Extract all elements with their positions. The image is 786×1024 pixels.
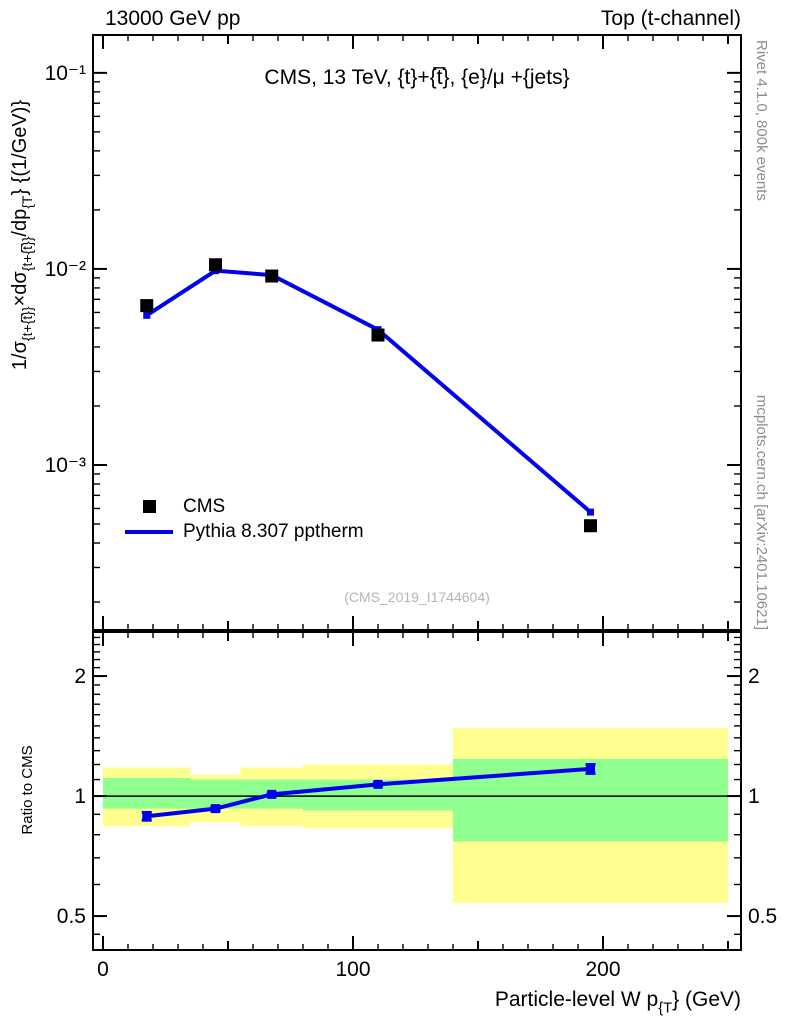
legend: CMS Pythia 8.307 pptherm	[121, 494, 364, 544]
y-axis-label: 1/σ{t+{t̅}}×dσ{t+{t̅}}/dp{T} {(1/GeV)}	[9, 100, 35, 371]
ratio-line	[141, 763, 596, 822]
x-tick-label: 200	[585, 958, 620, 981]
ratio-tick-label-left: 2	[74, 665, 86, 688]
black-square-icon	[142, 500, 156, 513]
ratio-tick-label-right: 2	[748, 665, 760, 688]
legend-entry-pythia: Pythia 8.307 pptherm	[121, 519, 364, 544]
beam-energy-label: 13000 GeV pp	[105, 7, 241, 30]
legend-marker-cms	[121, 500, 177, 513]
ratio-tick-label-left: 1	[74, 785, 86, 808]
legend-label-cms: CMS	[183, 495, 226, 517]
analysis-id-watermark: (CMS_2019_I1744604)	[344, 589, 490, 605]
rivet-version-note: Rivet 4.1.0, 800k events	[753, 40, 770, 201]
pythia-line-main	[143, 267, 594, 516]
legend-label-pythia: Pythia 8.307 pptherm	[183, 520, 364, 542]
plot-title: CMS, 13 TeV, {t}+{t̅}, {e}/μ +{jets}	[264, 66, 570, 89]
legend-entry-cms: CMS	[121, 494, 364, 519]
side-notes: Rivet 4.1.0, 800k events mcplots.cern.ch …	[753, 40, 770, 630]
x-tick-label: 100	[335, 958, 370, 981]
pane-frames	[92, 34, 742, 951]
x-tick-label: 0	[97, 958, 109, 981]
blue-line-icon	[125, 529, 173, 534]
legend-marker-pythia	[121, 529, 177, 534]
cms-points-main	[140, 258, 597, 533]
x-axis-label: Particle-level W p{T} (GeV)	[495, 988, 741, 1016]
ratio-tick-label-left: 0.5	[57, 905, 86, 928]
axis-tick-labels: 0 100 200 10⁻¹ 10⁻² 10⁻³ 2 2 1 1 0.5 0.5	[45, 62, 778, 981]
axis-ticks	[93, 35, 741, 950]
uncertainty-band-inner	[103, 758, 728, 842]
ratio-tick-label-right: 0.5	[748, 905, 777, 928]
ratio-axis-label: Ratio to CMS	[19, 745, 36, 834]
process-label: Top (t-channel)	[600, 7, 741, 30]
axis-titles: Particle-level W p{T} (GeV) 1/σ{t+{t̅}}×d…	[9, 100, 741, 1017]
y-tick-label: 10⁻²	[45, 258, 86, 281]
y-tick-label: 10⁻³	[45, 454, 86, 477]
mcplots-arxiv-note: mcplots.cern.ch [arXiv:2401.10621]	[753, 395, 770, 630]
ratio-tick-label-right: 1	[748, 785, 760, 808]
y-tick-label: 10⁻¹	[45, 62, 86, 85]
